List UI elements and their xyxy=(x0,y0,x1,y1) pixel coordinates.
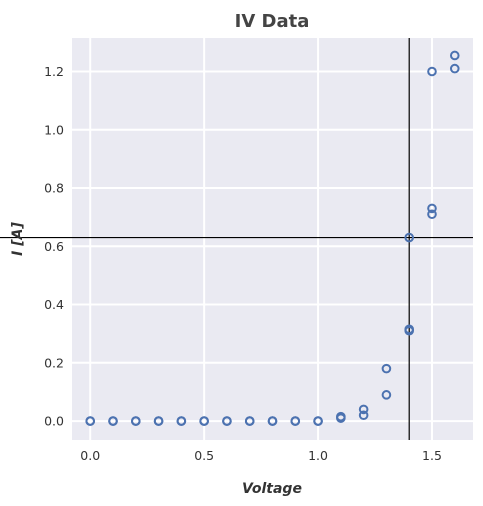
data-point xyxy=(427,203,437,214)
data-point xyxy=(176,416,187,426)
data-point xyxy=(381,363,392,374)
data-points xyxy=(85,50,460,426)
data-point xyxy=(427,209,437,220)
data-point xyxy=(358,404,369,415)
data-point xyxy=(449,50,460,61)
data-point xyxy=(381,390,392,400)
data-point xyxy=(153,416,164,426)
y-tick-label: 0.2 xyxy=(44,355,64,370)
x-tick-labels: 0.0 0.5 1.0 1.5 xyxy=(80,448,442,463)
data-point xyxy=(244,416,255,426)
y-tick-label: 0.4 xyxy=(44,297,64,312)
data-point xyxy=(199,416,209,426)
data-point xyxy=(449,63,460,74)
data-point xyxy=(313,416,323,426)
data-point xyxy=(222,416,232,426)
data-point xyxy=(404,232,415,243)
data-point xyxy=(404,324,415,335)
data-point xyxy=(290,416,301,426)
data-point xyxy=(267,416,278,426)
y-tick-labels: 0.0 0.2 0.4 0.6 0.8 1.0 1.2 xyxy=(44,64,64,429)
grid-lines xyxy=(72,38,473,440)
x-tick-label: 0.5 xyxy=(194,448,214,463)
x-tick-label: 1.5 xyxy=(422,448,442,463)
data-point xyxy=(130,416,141,426)
x-tick-label: 1.0 xyxy=(308,448,328,463)
reference-lines xyxy=(0,38,473,440)
data-point xyxy=(85,416,96,426)
data-point xyxy=(358,410,369,421)
data-point xyxy=(108,416,118,426)
y-tick-label: 1.0 xyxy=(44,122,64,137)
x-axis-label: Voltage xyxy=(242,481,302,497)
y-axis-label: I [A] xyxy=(10,222,26,256)
chart-title: IV Data xyxy=(235,11,310,32)
data-point xyxy=(336,411,346,422)
data-point xyxy=(427,66,437,77)
y-tick-label: 1.2 xyxy=(44,64,64,79)
y-tick-label: 0.0 xyxy=(44,414,64,429)
y-tick-label: 0.8 xyxy=(44,181,64,196)
x-tick-label: 0.0 xyxy=(80,448,100,463)
y-tick-label: 0.6 xyxy=(44,239,64,254)
